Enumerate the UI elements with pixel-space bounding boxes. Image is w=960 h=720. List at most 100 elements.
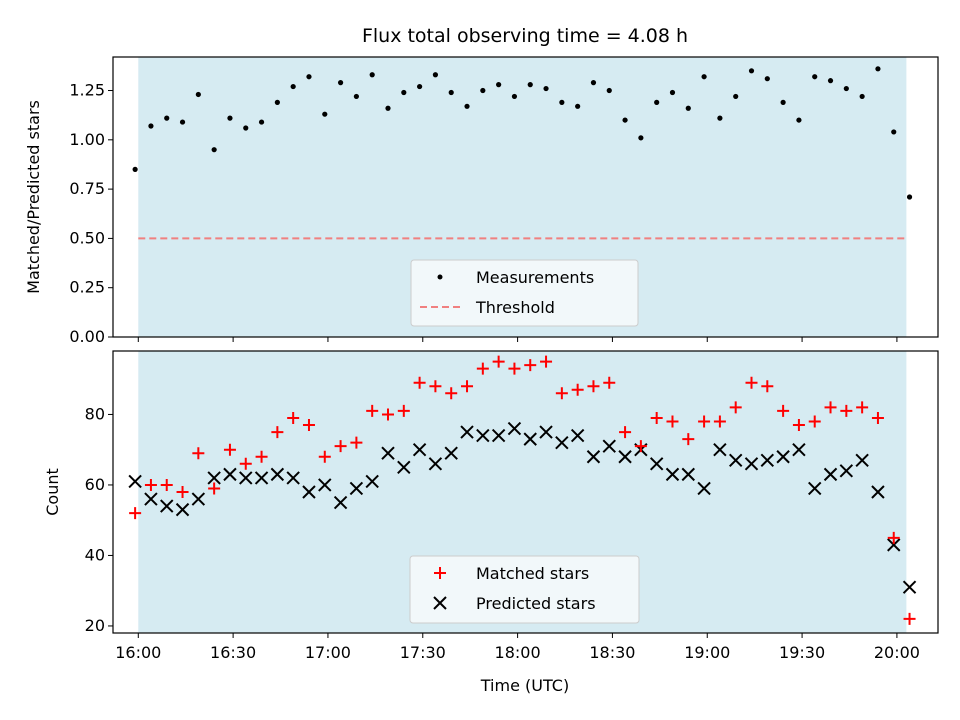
measurement-point [638,135,644,141]
legend-measurements-label: Measurements [476,268,594,287]
matched-star-point [239,457,252,470]
predicted-star-point [887,538,901,552]
matched-star-point [682,433,695,446]
bottom-panel: Count Time (UTC) 20 40 60 80 16:00 16:30 17:00… [43,350,939,695]
matched-star-point [808,415,821,428]
predicted-star-point [602,439,616,453]
measurement-point [669,89,676,96]
matched-star-point [840,404,853,417]
matched-star-point [192,447,205,460]
measurement-point [448,89,454,96]
matched-star-point [223,443,236,456]
measurement-point [575,103,581,109]
matched-star-point [397,404,410,417]
measurement-point [843,85,849,92]
measurement-point [401,89,407,96]
y-tick-label: 0.50 [69,228,105,247]
measurement-point [559,99,565,105]
y-tick-label: 20 [85,616,105,635]
bottom-legend-box [409,555,640,624]
measurement-point [590,80,597,86]
top-y-axis-label: Matched/Predicted stars [24,100,43,294]
matched-star-point [824,401,837,414]
measurement-point [543,85,549,92]
matched-star-point [334,440,347,453]
matched-star-point [887,531,900,544]
predicted-star-point [160,499,174,513]
measurement-point [274,99,280,105]
y-tick-label: 0.25 [69,278,105,297]
matched-star-point [129,507,142,520]
measurement-point [827,78,834,84]
predicted-star-point [191,492,206,506]
matched-star-point [792,419,805,432]
measurement-point [132,166,138,172]
x-tick-label: 17:00 [305,643,351,662]
x-axis-label: Time (UTC) [480,676,569,695]
measurement-point [654,99,660,105]
matched-star-point [650,411,663,424]
predicted-star-point [776,450,790,464]
predicted-star-point [507,421,522,436]
predicted-star-point [270,467,285,482]
predicted-star-point [681,467,695,482]
measurement-point [891,129,897,135]
top-marks [132,66,913,240]
measurement-point [164,115,170,121]
legend-predicted-label: Predicted stars [476,594,596,613]
measurement-point [464,103,470,109]
measurement-point [859,93,865,100]
bottom-axis-ticks: 20 40 60 80 16:00 16:30 17:00 17:30 18:00 18:30 19… [85,404,920,662]
predicted-star-point [476,428,490,443]
predicted-star-point [397,460,411,475]
matched-star-point [429,380,442,393]
matched-star-point [555,387,568,400]
measurement-point [417,83,423,90]
matched-star-point [287,411,300,424]
predicted-star-point [175,502,190,517]
x-tick-label: 17:30 [400,643,446,662]
x-tick-label: 20:00 [874,643,920,662]
measurement-point [496,82,502,88]
predicted-star-point [365,474,379,489]
y-tick-label: 1.25 [69,81,105,100]
matched-star-point [761,380,774,393]
measurement-point [243,125,249,131]
predicted-star-point [728,453,743,467]
measurement-point [385,105,391,111]
matched-star-point [318,450,331,463]
matched-star-point [413,376,426,389]
matched-star-point [382,408,394,421]
matched-star-point [476,362,489,375]
predicted-star-point [491,428,506,443]
top-legend-box [410,259,639,327]
matched-star-point [461,380,474,393]
legend-matched-marker [434,567,446,579]
matched-star-point [160,478,173,491]
predicted-star-point [871,485,885,499]
top-legend: Measurements Threshold [410,259,639,327]
matched-star-point [713,415,726,428]
matched-star-point [634,440,647,453]
measurement-point [179,119,186,125]
matched-star-point [540,355,553,368]
matched-star-point [255,450,268,463]
top-plot-frame [112,56,939,338]
predicted-star-point [539,425,553,439]
matched-star-point [176,486,189,498]
predicted-star-point [412,442,427,457]
measurement-point [796,117,802,123]
measurement-point [622,117,628,123]
predicted-star-point [744,457,759,471]
bottom-legend: Matched stars Predicted stars [409,555,640,624]
measurement-point [511,93,518,100]
legend-threshold-label: Threshold [475,298,555,317]
matched-star-point [666,415,679,428]
predicted-star-point [333,495,348,510]
predicted-star-point [128,474,142,489]
measurement-point [369,72,375,78]
y-tick-label: 60 [85,475,105,494]
x-tick-label: 16:30 [210,643,256,662]
predicted-star-point [808,481,822,496]
